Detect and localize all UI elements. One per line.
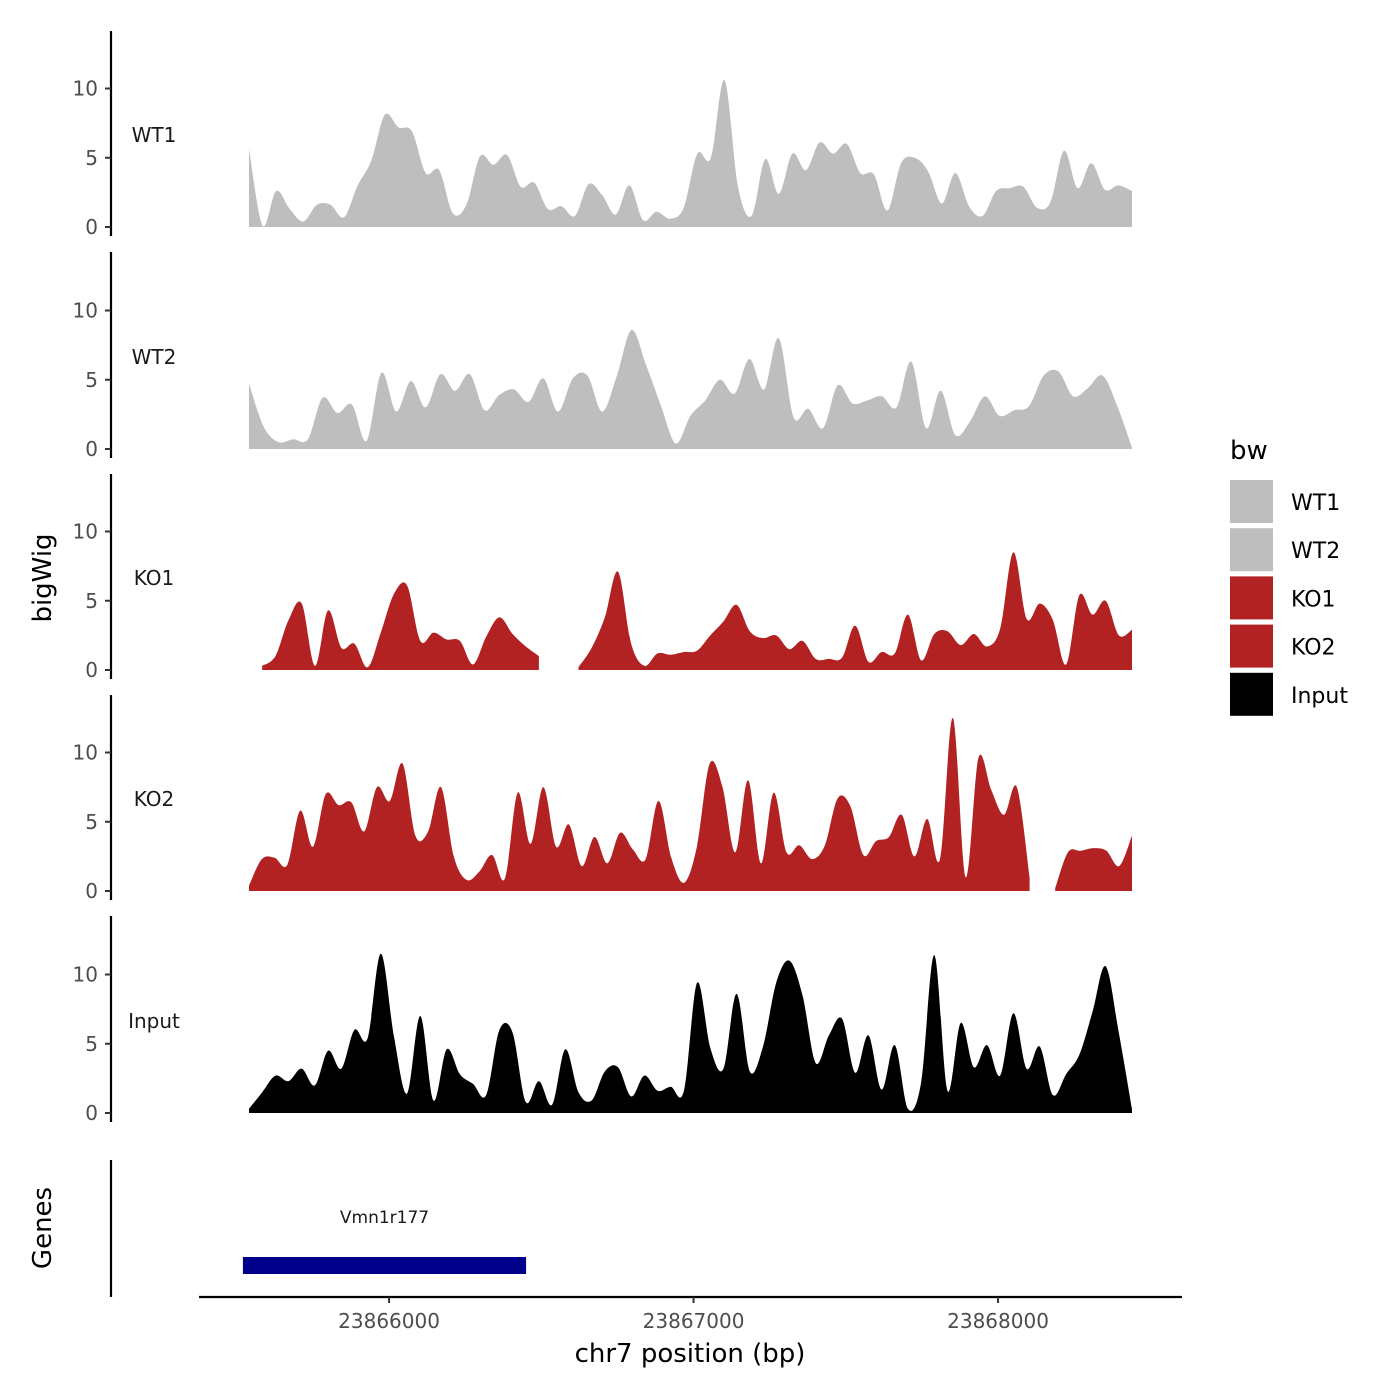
gene-label: Vmn1r177 bbox=[340, 1208, 429, 1228]
y-tick-label: 10 bbox=[73, 741, 98, 765]
y-tick-label: 0 bbox=[85, 658, 98, 682]
y-tick-label: 10 bbox=[73, 963, 98, 987]
y-tick-label: 5 bbox=[85, 810, 98, 834]
x-axis: 23866000 23867000 23868000 bbox=[199, 1295, 1182, 1333]
legend-item: KO2 bbox=[1230, 624, 1336, 668]
coverage-area-input bbox=[249, 953, 1132, 1113]
legend-swatch bbox=[1230, 528, 1273, 572]
y-tick-label: 5 bbox=[85, 589, 98, 613]
legend-swatch bbox=[1230, 480, 1273, 523]
track-wt1: 0 5 10 WT1 bbox=[73, 31, 1132, 239]
y-tick-label: 10 bbox=[73, 77, 98, 101]
legend-label: WT1 bbox=[1291, 491, 1340, 516]
y-tick-label: 5 bbox=[85, 1032, 98, 1056]
y-tick-label: 0 bbox=[85, 879, 98, 903]
legend-swatch bbox=[1230, 672, 1273, 716]
legend-item: KO1 bbox=[1230, 576, 1336, 620]
y-axis-title: bigWig bbox=[28, 533, 58, 622]
track-ko1: 0 5 10 KO1 bbox=[73, 474, 1132, 682]
tracks-layer: 0 5 10 WT1 0 5 10 WT2 0 5 10 KO1 0 5 10 KO2 0 5 10 Input bbox=[73, 31, 1132, 1125]
coverage-area-wt2 bbox=[249, 329, 1132, 449]
track-label: WT2 bbox=[132, 345, 177, 369]
legend-swatch bbox=[1230, 624, 1273, 668]
legend-swatch bbox=[1230, 576, 1273, 620]
track-label: WT1 bbox=[132, 123, 177, 147]
track-label: Input bbox=[128, 1009, 180, 1033]
legend-label: Input bbox=[1291, 684, 1348, 709]
y-tick-label: 5 bbox=[85, 368, 98, 392]
y-tick-label: 0 bbox=[85, 215, 98, 239]
coverage-area-ko2 bbox=[1055, 835, 1132, 891]
coverage-area-ko2 bbox=[249, 717, 1030, 891]
coverage-area-wt1 bbox=[249, 79, 1132, 227]
legend-item: WT1 bbox=[1230, 480, 1340, 523]
legend: bw WT1 WT2 KO1 KO2 Input bbox=[1230, 436, 1348, 716]
coverage-area-ko1 bbox=[262, 582, 539, 670]
gene-bar bbox=[242, 1257, 527, 1274]
x-tick-label: 23867000 bbox=[643, 1309, 745, 1333]
y-tick-label: 0 bbox=[85, 437, 98, 461]
track-label: KO1 bbox=[134, 566, 175, 590]
track-wt2: 0 5 10 WT2 bbox=[73, 252, 1132, 461]
coverage-area-ko1 bbox=[578, 552, 1132, 670]
legend-label: KO1 bbox=[1291, 587, 1336, 612]
legend-item: WT2 bbox=[1230, 528, 1340, 572]
axis-titles: bigWig chr7 position (bp) bbox=[28, 533, 805, 1369]
legend-label: WT2 bbox=[1291, 539, 1340, 564]
x-axis-title: chr7 position (bp) bbox=[575, 1339, 806, 1369]
y-tick-label: 0 bbox=[85, 1101, 98, 1125]
track-ko2: 0 5 10 KO2 bbox=[73, 695, 1132, 903]
x-tick-label: 23866000 bbox=[338, 1309, 440, 1333]
track-label: KO2 bbox=[134, 787, 175, 811]
y-tick-label: 10 bbox=[73, 299, 98, 323]
legend-item: Input bbox=[1230, 672, 1348, 716]
legend-label: KO2 bbox=[1291, 636, 1336, 661]
legend-title: bw bbox=[1230, 436, 1268, 466]
y-tick-label: 5 bbox=[85, 146, 98, 170]
y-tick-label: 10 bbox=[73, 520, 98, 544]
x-tick-label: 23868000 bbox=[947, 1309, 1049, 1333]
genes-layer: Genes Vmn1r177 bbox=[28, 1160, 527, 1297]
track-input: 0 5 10 Input bbox=[73, 916, 1132, 1125]
genes-track-title: Genes bbox=[28, 1187, 58, 1269]
